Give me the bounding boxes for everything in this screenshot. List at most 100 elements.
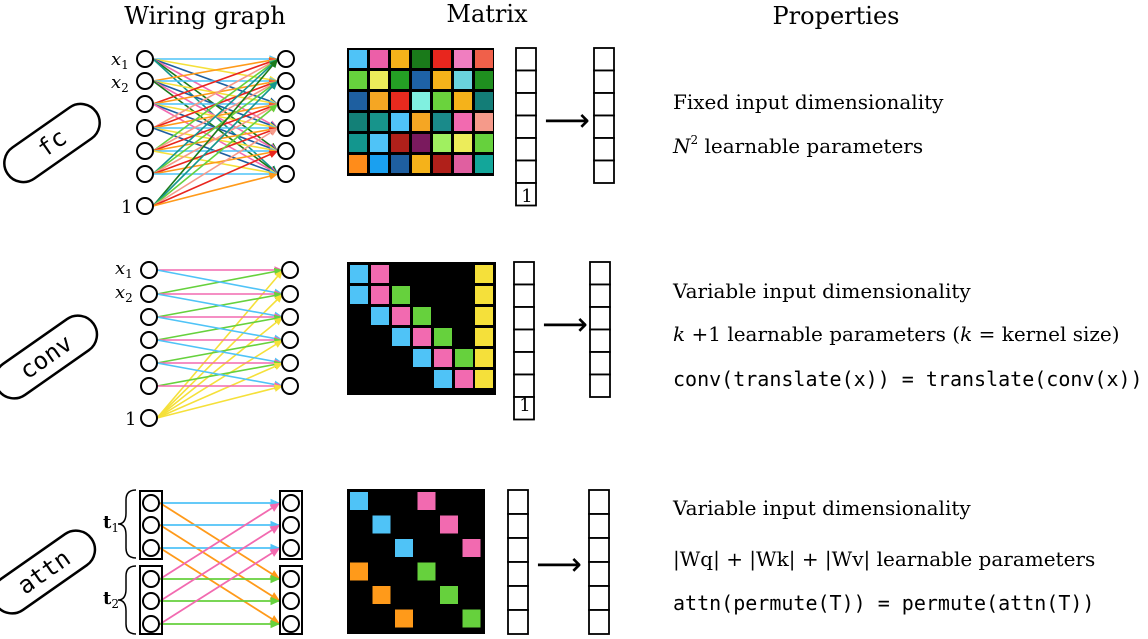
conv-x2-label: x2	[115, 282, 133, 305]
fc-matrix-cell	[433, 155, 451, 173]
attn-output-node	[282, 570, 300, 588]
attn-matrix-cell	[417, 492, 436, 510]
conv-prop-equivariance: conv(translate(x)) = translate(conv(x))	[673, 367, 1143, 391]
fc-output-vector-cell	[593, 92, 615, 117]
conv-output-node	[281, 377, 299, 395]
conv-matrix-cell	[350, 286, 368, 304]
fc-output-node	[277, 142, 295, 160]
fc-matrix-cell	[454, 92, 472, 110]
fc-input-node	[136, 72, 154, 90]
attn-output-vector-cell	[588, 489, 610, 515]
conv-matrix-cell	[371, 286, 389, 304]
conv-matrix-bias-cell	[475, 307, 493, 325]
conv-output-node	[281, 261, 299, 279]
fc-matrix-cell	[370, 155, 388, 173]
attn-t1-box	[139, 490, 163, 560]
conv-vector-bias-label: 1	[519, 395, 530, 416]
conv-matrix-cell	[455, 349, 473, 367]
fc-input-vector-cell	[515, 114, 537, 139]
fc-wiring-edges	[152, 55, 279, 207]
attn-input-node	[142, 494, 160, 512]
conv-output-vector-cell	[589, 328, 611, 353]
attn-matrix-cell	[395, 539, 413, 557]
attn-wiring-nodes	[142, 494, 300, 633]
conv-matrix-bias-cell	[475, 349, 493, 367]
attn-matrix-cell	[417, 562, 436, 581]
conv-matrix-cell	[434, 349, 452, 367]
conv-input-vector-cell	[513, 396, 535, 421]
conv-weight-matrix	[347, 262, 496, 395]
conv-bias-edge	[156, 362, 284, 419]
attn-wiring-edges	[159, 498, 281, 629]
attn-input-vector-cell	[507, 609, 529, 635]
conv-edge	[156, 269, 284, 297]
attn-matrix-cell	[440, 515, 458, 534]
fc-matrix-cell	[412, 155, 430, 173]
fc-edge	[152, 58, 279, 175]
attn-matrix-cell	[350, 492, 368, 510]
conv-input-node	[140, 377, 158, 395]
fc-matrix-cell	[349, 134, 367, 152]
fc-matrix-cell	[391, 113, 409, 131]
fc-matrix-cell	[370, 92, 388, 110]
conv-matrix-bias-cell	[475, 328, 493, 346]
conv-bias-edge	[156, 384, 284, 419]
conv-matrix-cell	[455, 370, 473, 388]
fc-output-node	[277, 95, 295, 113]
fc-matrix-cell	[391, 71, 409, 89]
conv-prop-params: k +1 learnable parameters (k = kernel si…	[673, 322, 1120, 346]
fc-input-vector-cell	[515, 182, 537, 207]
fc-edge	[152, 56, 279, 82]
fc-weight-matrix	[347, 48, 494, 176]
conv-bias-edge	[156, 293, 284, 419]
conv-input-node	[140, 261, 158, 279]
attn-input-node	[142, 592, 160, 610]
conv-input-node	[140, 308, 158, 326]
fc-matrix-cell	[370, 71, 388, 89]
conv-bias-edge	[156, 316, 284, 419]
fc-output-vector-cell	[593, 114, 615, 139]
conv-input-vector-cell	[513, 351, 535, 376]
attn-edge	[159, 524, 281, 602]
fc-input-node	[136, 165, 154, 183]
attn-t2-brace	[117, 565, 137, 635]
fc-mapping-arrow: ⟶	[544, 101, 590, 139]
fc-pill: fc	[3, 102, 101, 184]
fc-wiring-nodes	[136, 50, 295, 215]
fc-matrix-cell	[433, 113, 451, 131]
fc-edge	[152, 127, 279, 207]
fc-matrix-cell	[454, 155, 472, 173]
fc-input-node	[136, 142, 154, 160]
conv-input-node	[140, 409, 158, 427]
conv-edge	[156, 362, 284, 389]
attn-input-node	[142, 615, 160, 633]
fc-x2-label: x2	[111, 72, 129, 95]
fc-edge	[152, 103, 279, 207]
attn-output-node	[282, 592, 300, 610]
fc-matrix-cell	[349, 92, 367, 110]
fc-matrix-cell	[454, 50, 472, 68]
attn-input-vector-cell	[507, 537, 529, 563]
conv-input-node	[140, 285, 158, 303]
fc-matrix-cell	[475, 134, 493, 152]
fc-matrix-cell	[370, 50, 388, 68]
fc-input-node	[136, 95, 154, 113]
fc-edge	[152, 103, 279, 175]
fc-output-vector-cell	[593, 159, 615, 184]
header-wiring-graph: Wiring graph	[124, 2, 285, 30]
fc-output-node	[277, 165, 295, 183]
conv-matrix-cell	[434, 370, 452, 388]
fc-matrix-cell	[349, 155, 367, 173]
conv-matrix-cell	[392, 286, 410, 304]
attn-output-vector-cell	[588, 537, 610, 563]
conv-edge	[156, 293, 284, 320]
fc-edge	[152, 172, 279, 207]
conv-bias-label: 1	[125, 409, 136, 430]
conv-input-vector-cell	[513, 328, 535, 353]
fc-matrix-cell	[412, 50, 430, 68]
attn-matrix-cell	[462, 609, 481, 628]
fc-bias-label: 1	[121, 197, 132, 218]
attn-matrix-cell	[350, 562, 368, 581]
attn-out1-box	[279, 490, 303, 560]
fc-matrix-cell	[475, 113, 493, 131]
